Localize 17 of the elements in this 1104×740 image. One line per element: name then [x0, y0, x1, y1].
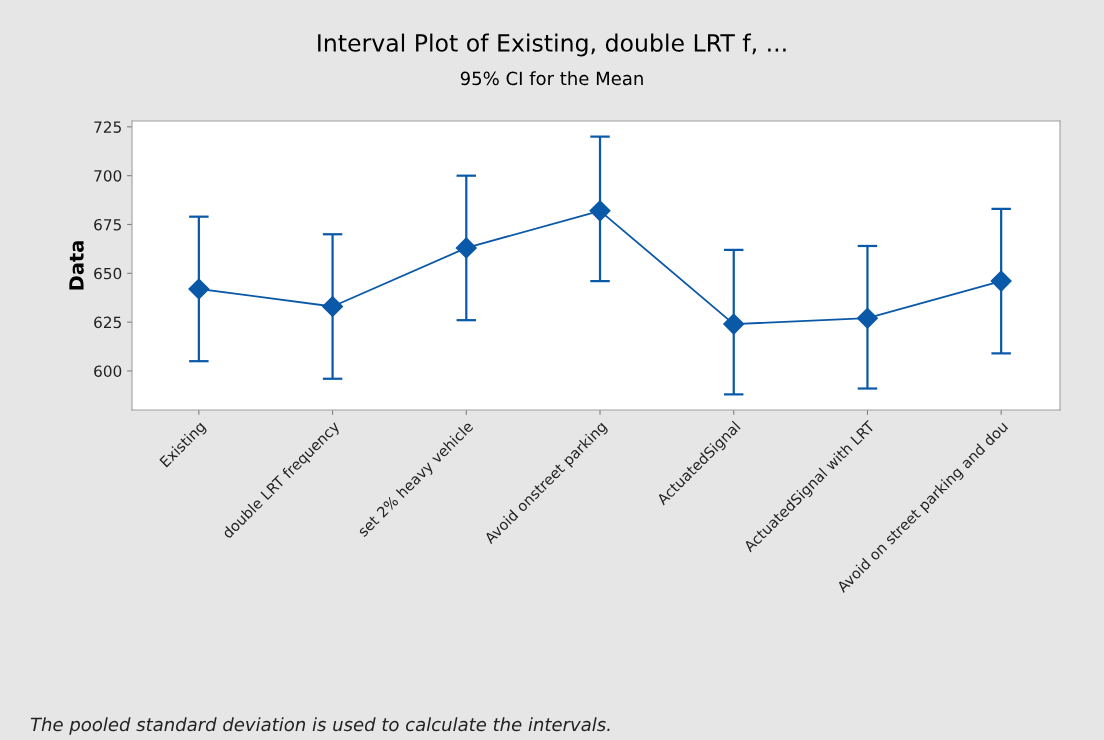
y-tick-label: 600	[94, 365, 122, 377]
point	[188, 278, 210, 300]
text: The pooled standard deviation is used to calculate the intervals.	[30, 717, 610, 735]
point	[856, 307, 878, 329]
point	[322, 295, 344, 318]
y-tick-label: 725	[94, 121, 121, 133]
y-tick-label: 675	[94, 218, 121, 231]
y-tick-label: 650	[94, 267, 122, 280]
point	[990, 270, 1012, 292]
y-tick-label: 700	[94, 170, 122, 182]
chart-title: Interval Plot of Existing, double LRT f, ...	[318, 33, 786, 57]
point	[455, 237, 477, 259]
y-tick-label: 625	[94, 316, 121, 329]
chart-subtitle: 95% CI for the Mean	[460, 71, 643, 86]
point	[723, 313, 745, 335]
y-axis-title: Data	[69, 241, 84, 290]
point	[589, 200, 611, 222]
